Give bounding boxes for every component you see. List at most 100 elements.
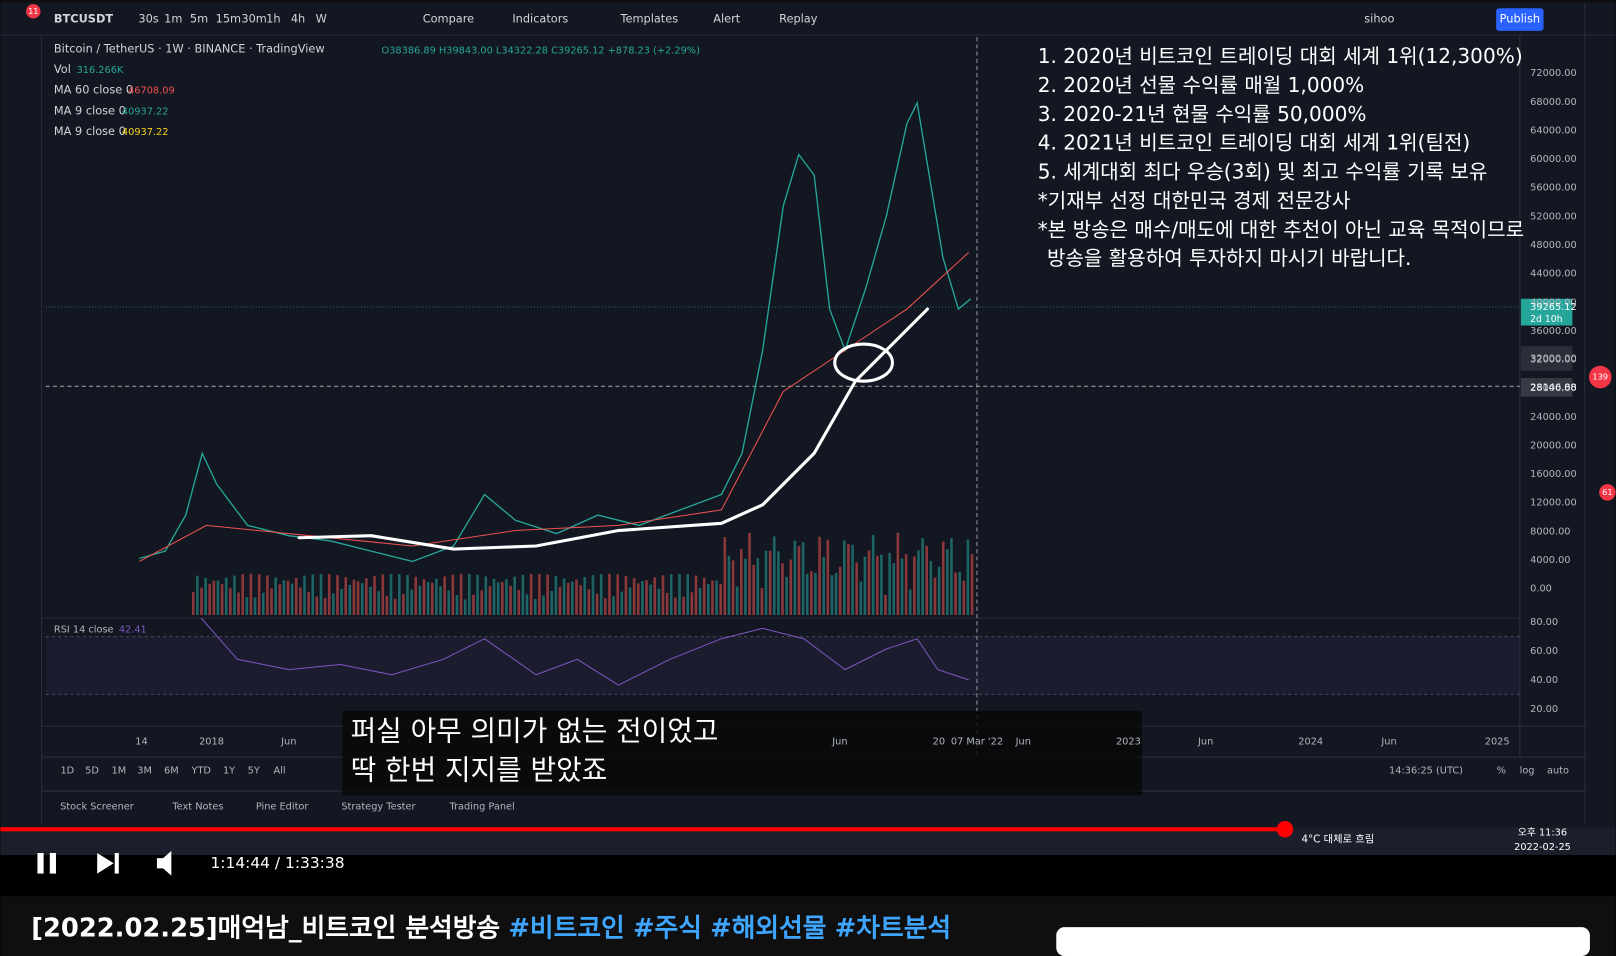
volume-bar [286, 580, 290, 616]
volume-bar [389, 573, 393, 616]
volume-bar [694, 575, 698, 616]
volume-bar [270, 588, 273, 616]
scale-button[interactable]: auto [1547, 766, 1569, 777]
volume-bar [468, 573, 471, 616]
time-label: Jun [831, 737, 847, 748]
range-button[interactable]: 1D [60, 766, 74, 777]
scale-button[interactable]: log [1520, 766, 1535, 777]
interval[interactable]: 4h [291, 12, 305, 26]
range-button[interactable]: 3M [137, 766, 152, 777]
volume-bar [608, 573, 611, 616]
volume-bar [657, 588, 661, 616]
toolbar-button[interactable]: Indicators [512, 12, 568, 26]
overlay-note: 3. 2020-21년 현물 수익률 50,000% [1038, 102, 1367, 126]
symbol[interactable]: BTCUSDT [54, 12, 113, 26]
hashtag[interactable]: #해외선물 [710, 914, 826, 944]
interval[interactable]: 30s [138, 12, 158, 26]
range-button[interactable]: YTD [191, 766, 211, 777]
rsi-axis-label: 20.00 [1530, 704, 1558, 715]
rsi-value: 42.41 [119, 624, 147, 635]
range-button[interactable]: 6M [164, 766, 179, 777]
interval[interactable]: 1m [164, 12, 182, 26]
indicator-value: 316.266K [77, 65, 124, 76]
interval[interactable]: 15m [216, 12, 241, 26]
volume-bar [661, 575, 665, 616]
volume-bar [727, 555, 731, 616]
volume-bar [492, 578, 496, 616]
volume-bar [212, 580, 216, 616]
time-label: Jun [1197, 737, 1213, 748]
volume-bar [801, 542, 805, 616]
volume-bar [484, 576, 488, 616]
hashtag[interactable]: #주식 [633, 914, 702, 944]
user[interactable]: sihoo [1364, 12, 1394, 26]
volume-bar [352, 579, 356, 616]
volume-bar [480, 590, 483, 616]
volume-bar [871, 534, 875, 616]
volume-bar [587, 589, 591, 616]
volume-bar [843, 540, 846, 616]
volume-bar [496, 582, 500, 616]
range-button[interactable]: 5D [85, 766, 99, 777]
price-label: 28000.00 [1530, 383, 1577, 394]
scale-button[interactable]: % [1497, 766, 1506, 777]
interval[interactable]: 5m [190, 12, 208, 26]
volume-bar [538, 573, 541, 616]
volume-bar [970, 553, 974, 616]
time-label: 2024 [1298, 737, 1323, 748]
publish-button[interactable]: Publish [1500, 12, 1540, 26]
volume-bar [756, 558, 760, 616]
volume-bar [430, 582, 434, 616]
interval[interactable]: 30m [241, 12, 266, 26]
volume-bar [414, 576, 418, 616]
volume-bar [220, 584, 224, 616]
volume-bar [896, 532, 900, 616]
volume-bar [525, 594, 529, 616]
bottom-tab[interactable]: Strategy Tester [341, 802, 416, 813]
volume-bar [550, 590, 554, 616]
hashtag[interactable]: #차트분석 [835, 914, 951, 944]
hashtag[interactable]: #비트코인 [508, 914, 624, 944]
range-button[interactable]: 1M [111, 766, 126, 777]
toolbar-button[interactable]: Templates [620, 12, 679, 26]
bottom-tab[interactable]: Stock Screener [60, 802, 135, 813]
volume-bar [933, 577, 937, 616]
toolbar-button[interactable]: Replay [779, 12, 818, 26]
legend-title: Bitcoin / TetherUS · 1W · BINANCE · Trad… [54, 41, 325, 55]
volume-bar [744, 558, 747, 616]
bottom-tab[interactable]: Pine Editor [256, 802, 310, 813]
time-label: Jun [280, 737, 296, 748]
volume-bar [439, 586, 442, 616]
volume-bar [711, 580, 714, 616]
volume-bar [632, 578, 636, 616]
volume-bar [888, 552, 891, 616]
volume-bar [826, 539, 830, 616]
volume-bar [311, 574, 315, 616]
bottom-tab[interactable]: Trading Panel [448, 802, 514, 813]
volume-bar [237, 592, 240, 616]
volume-bar [880, 554, 883, 616]
volume-bar [863, 556, 867, 616]
range-button[interactable]: 1Y [223, 766, 235, 777]
volume-bar [554, 576, 558, 616]
toolbar-button[interactable]: Alert [713, 12, 741, 26]
overlay-note: 2. 2020년 선물 수익률 매월 1,000% [1038, 73, 1365, 97]
range-button[interactable]: 5Y [248, 766, 260, 777]
time-label: 2018 [199, 737, 224, 748]
cursor-price: 28146.88 [1530, 382, 1577, 393]
volume-bar [921, 537, 924, 616]
volume-bar [731, 560, 735, 616]
interval[interactable]: W [316, 12, 327, 26]
volume-bar [377, 591, 380, 616]
time-label: Jun [1380, 737, 1396, 748]
volume-bar [208, 583, 212, 616]
range-button[interactable]: All [273, 766, 285, 777]
volume-bar [253, 597, 257, 616]
toolbar-button[interactable]: Compare [423, 12, 474, 26]
interval[interactable]: 1h [266, 12, 280, 26]
volume-bar [690, 592, 694, 616]
rsi-axis-label: 40.00 [1530, 675, 1558, 686]
volume-bar [764, 550, 768, 616]
volume-bar [834, 572, 838, 616]
bottom-tab[interactable]: Text Notes [171, 802, 223, 813]
